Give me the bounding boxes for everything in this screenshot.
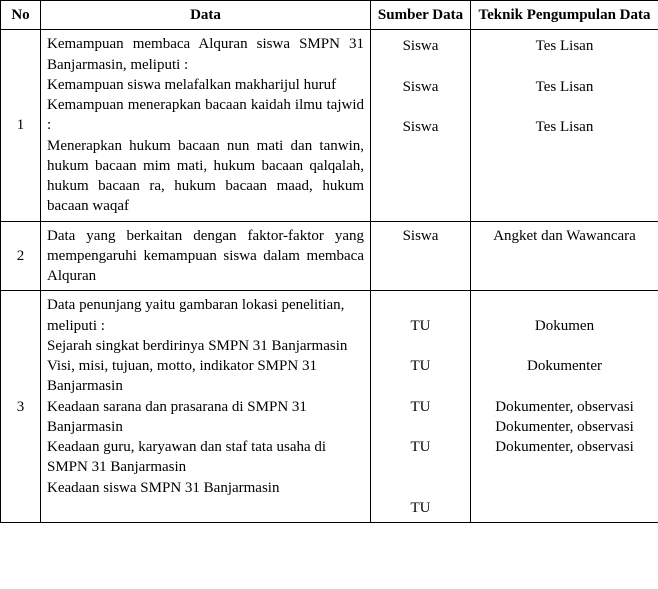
data-line: Kemampuan siswa melafalkan makharijul hu… (47, 75, 364, 95)
sumber-line (377, 97, 464, 117)
data-table: No Data Sumber Data Teknik Pengumpulan D… (0, 0, 658, 523)
cell-data: Data yang berkaitan dengan faktor-faktor… (41, 221, 371, 291)
cell-data: Data penunjang yaitu gambaran lokasi pen… (41, 291, 371, 523)
data-line: Menerapkan hukum bacaan nun mati dan tan… (47, 136, 364, 217)
teknik-line: Dokumen (477, 316, 652, 336)
cell-teknik: Tes Lisan Tes Lisan Tes Lisan (471, 30, 658, 221)
data-line: Keadaan guru, karyawan dan staf tata usa… (47, 437, 364, 478)
teknik-line: Tes Lisan (477, 34, 652, 56)
sumber-line: TU (377, 356, 464, 376)
header-teknik: Teknik Pengumpulan Data (471, 1, 658, 30)
teknik-line: Dokumenter, observasi (477, 437, 652, 457)
sumber-line (377, 457, 464, 477)
teknik-line (477, 97, 652, 117)
sumber-line (377, 57, 464, 77)
table-header-row: No Data Sumber Data Teknik Pengumpulan D… (1, 1, 658, 30)
table-row: 1 Kemampuan membaca Alquran siswa SMPN 3… (1, 30, 658, 221)
sumber-line: Siswa (377, 117, 464, 137)
sumber-line: Siswa (377, 34, 464, 56)
teknik-line: Angket dan Wawancara (477, 226, 652, 246)
sumber-line: Siswa (377, 226, 464, 246)
cell-no: 1 (1, 30, 41, 221)
data-line: Data yang berkaitan dengan faktor-faktor… (47, 226, 364, 287)
sumber-line: TU (377, 397, 464, 417)
sumber-line: Siswa (377, 77, 464, 97)
sumber-line (377, 295, 464, 315)
header-sumber: Sumber Data (371, 1, 471, 30)
table-row: 2 Data yang berkaitan dengan faktor-fakt… (1, 221, 658, 291)
sumber-line: TU (377, 316, 464, 336)
teknik-line (477, 295, 652, 315)
data-line: Kemampuan menerapkan bacaan kaidah ilmu … (47, 95, 364, 136)
teknik-line (477, 336, 652, 356)
teknik-line (477, 57, 652, 77)
teknik-line: Dokumenter, observasi (477, 417, 652, 437)
cell-sumber: TU TU TU TU TU (371, 291, 471, 523)
sumber-line (377, 336, 464, 356)
data-line: Kemampuan membaca Alquran siswa SMPN 31 … (47, 34, 364, 75)
sumber-line: TU (377, 498, 464, 518)
cell-no: 3 (1, 291, 41, 523)
data-line: Visi, misi, tujuan, motto, indikator SMP… (47, 356, 364, 397)
data-line: Keadaan siswa SMPN 31 Banjarmasin (47, 478, 364, 498)
sumber-line (377, 417, 464, 437)
teknik-line: Dokumenter, observasi (477, 397, 652, 417)
teknik-line: Dokumenter (477, 356, 652, 376)
data-line: Data penunjang yaitu gambaran lokasi pen… (47, 295, 364, 336)
cell-sumber: Siswa (371, 221, 471, 291)
cell-teknik: Dokumen Dokumenter Dokumenter, observasi… (471, 291, 658, 523)
data-line: Sejarah singkat berdirinya SMPN 31 Banja… (47, 336, 364, 356)
cell-sumber: Siswa Siswa Siswa (371, 30, 471, 221)
teknik-line: Tes Lisan (477, 117, 652, 137)
cell-no: 2 (1, 221, 41, 291)
cell-data: Kemampuan membaca Alquran siswa SMPN 31 … (41, 30, 371, 221)
table-row: 3 Data penunjang yaitu gambaran lokasi p… (1, 291, 658, 523)
header-no: No (1, 1, 41, 30)
teknik-line (477, 376, 652, 396)
data-line: Keadaan sarana dan prasarana di SMPN 31 … (47, 397, 364, 438)
header-data: Data (41, 1, 371, 30)
sumber-line: TU (377, 437, 464, 457)
cell-teknik: Angket dan Wawancara (471, 221, 658, 291)
teknik-line: Tes Lisan (477, 77, 652, 97)
sumber-line (377, 376, 464, 396)
sumber-line (377, 478, 464, 498)
